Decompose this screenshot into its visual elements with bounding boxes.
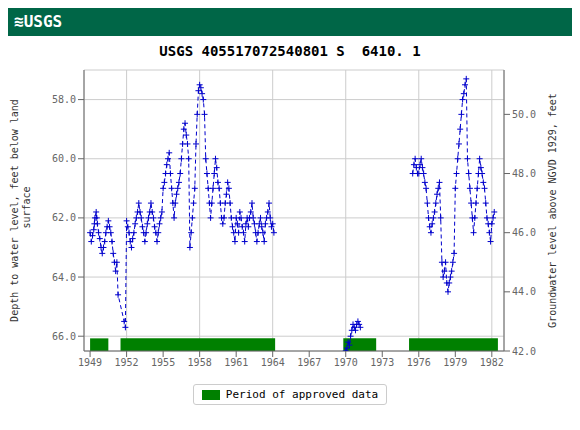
svg-text:66.0: 66.0	[52, 331, 76, 342]
svg-text:64.0: 64.0	[52, 272, 76, 283]
svg-text:62.0: 62.0	[52, 212, 76, 223]
html-text:≋USGS: ≋USGS	[14, 12, 63, 31]
svg-text:1967: 1967	[297, 357, 321, 368]
svg-text:Groundwater level above NGVD 1: Groundwater level above NGVD 1929, feet	[547, 93, 558, 328]
svg-text:1952: 1952	[115, 357, 139, 368]
svg-text:1976: 1976	[407, 357, 431, 368]
html-text:USGS 405517072540801 S 6410. 1: USGS 405517072540801 S 6410. 1	[159, 43, 421, 59]
svg-text:42.0: 42.0	[512, 346, 536, 357]
svg-text:44.0: 44.0	[512, 286, 536, 297]
svg-text:1970: 1970	[334, 357, 358, 368]
svg-text:1982: 1982	[480, 357, 504, 368]
html-text:Period of approved data: Period of approved data	[225, 388, 379, 401]
svg-text:1964: 1964	[261, 357, 285, 368]
svg-text:48.0: 48.0	[512, 168, 536, 179]
svg-text:1958: 1958	[188, 357, 212, 368]
svg-text:1961: 1961	[224, 357, 248, 368]
svg-text:1949: 1949	[78, 357, 102, 368]
svg-text:60.0: 60.0	[52, 153, 76, 164]
svg-text:1973: 1973	[370, 357, 394, 368]
svg-text:58.0: 58.0	[52, 94, 76, 105]
svg-text:1955: 1955	[151, 357, 175, 368]
svg-text:46.0: 46.0	[512, 227, 536, 238]
svg-text:1979: 1979	[443, 357, 467, 368]
svg-text:50.0: 50.0	[512, 109, 536, 120]
svg-text:Depth to water level, feet bel: Depth to water level, feet below land su…	[9, 99, 32, 322]
